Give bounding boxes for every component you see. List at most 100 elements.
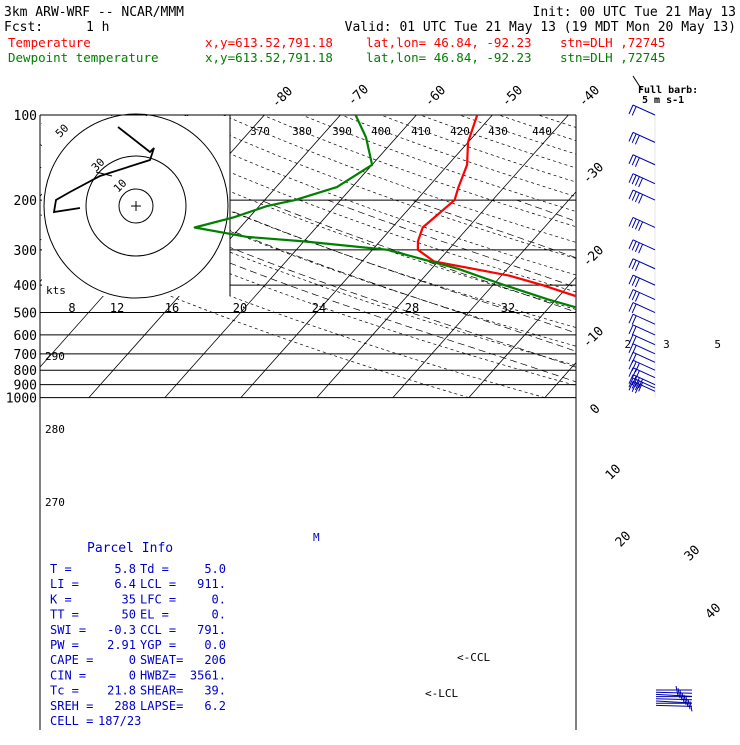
wind-barb-feather (639, 178, 643, 187)
parcel-info-label: HWBZ= (140, 668, 176, 682)
theta-e-label: 270 (45, 496, 65, 509)
wind-barb-feather (635, 193, 639, 202)
wind-barb-feather (632, 219, 636, 228)
dry-adiabat (381, 115, 740, 398)
isotherm-label: -60 (422, 83, 449, 110)
pressure-tick-label: 200 (14, 194, 37, 209)
wind-barb-feather (629, 314, 633, 323)
wind-barb-feather (632, 291, 636, 300)
theta-label: 380 (292, 125, 312, 138)
hodograph-speed-label: 28 (405, 301, 419, 315)
wind-barb (629, 290, 655, 302)
parcel-info-title: Parcel Info (87, 541, 173, 556)
wind-barb-feather (639, 194, 643, 203)
temperature-line (418, 115, 740, 390)
parcel-info-value: -0.3 (107, 623, 136, 637)
parcel-info-value: 0 (129, 668, 136, 682)
mixing-ratio-label: 3 (663, 338, 670, 351)
pressure-tick-label: 600 (14, 329, 37, 344)
pressure-tick-label: 100 (14, 109, 37, 124)
wind-barb (629, 217, 655, 230)
wind-barb (629, 335, 655, 345)
isotherm-line (393, 115, 645, 398)
wind-barb-feather (635, 278, 639, 287)
ccl-annotation: <-CCL (457, 651, 490, 664)
mixing-ratio-line (672, 335, 677, 398)
dry-adiabat (184, 115, 740, 398)
legend-dewpoint-stn: stn=DLH ,72745 (560, 50, 665, 65)
hodograph-speed-label: 16 (165, 301, 179, 315)
legend-dewpoint-name: Dewpoint temperature (8, 50, 159, 65)
wind-barb (629, 325, 655, 335)
fcst-label: Fcst: (4, 20, 43, 35)
wind-barb-feather (632, 175, 636, 184)
wind-barb-feather (629, 190, 633, 199)
parcel-info-value: 288 (114, 699, 136, 713)
parcel-info-label: T = (50, 562, 72, 576)
surface-barb-feather (676, 686, 678, 696)
surface-barb-feather (688, 699, 690, 709)
moist-adiabat (517, 200, 740, 398)
isotherm-label: -20 (580, 243, 607, 270)
parcel-info-value: 5.0 (204, 562, 226, 576)
parcel-info-value: 3561. (190, 668, 226, 682)
wind-barb (629, 303, 655, 313)
pressure-tick-label: 400 (14, 279, 37, 294)
dry-adiabat (302, 115, 740, 398)
parcel-info-value: 2.91 (107, 638, 136, 652)
parcel-info-value: 0.0 (204, 638, 226, 652)
parcel-info-label: EL = (140, 608, 169, 622)
m-marker: M (313, 531, 320, 544)
wind-barb-feather (639, 222, 643, 231)
dry-adiabat (223, 115, 740, 398)
fcst-value: 1 h (86, 20, 109, 35)
isotherm-line (317, 115, 569, 398)
hodograph-speed-label: 20 (233, 301, 247, 315)
wind-barb-feather (629, 217, 633, 226)
isotherm-label: -30 (580, 160, 607, 187)
barb-legend-line2: 5 m s-1 (642, 95, 684, 106)
theta-e-label: 290 (45, 350, 65, 363)
parcel-info-value: 206 (204, 653, 226, 667)
wind-barb-feather (632, 326, 636, 335)
parcel-info-value: 911. (197, 577, 226, 591)
mixing-ratio-label: 5 (714, 338, 721, 351)
isotherm-label: -40 (576, 83, 603, 110)
parcel-info-value: 187/23 (98, 714, 141, 728)
wind-barb-feather (639, 244, 643, 253)
wind-barb-feather (632, 316, 636, 325)
pressure-tick-label: 700 (14, 348, 37, 363)
pressure-tick-label: 1000 (6, 392, 37, 407)
wind-barb-feather (635, 177, 639, 186)
isotherm-label: 30 (682, 543, 704, 565)
wind-barb (629, 344, 655, 354)
wind-barb-feather (629, 325, 633, 334)
wind-barb (629, 105, 655, 115)
surface-barb (656, 692, 692, 693)
parcel-info-value: 39. (204, 684, 226, 698)
parcel-info-value: 21.8 (107, 684, 136, 698)
surface-barb (656, 705, 692, 706)
hodograph-speed-label: 8 (68, 301, 75, 315)
parcel-info-label: K = (50, 592, 72, 606)
wind-barb-feather (629, 290, 633, 299)
wind-barb-feather (632, 134, 636, 143)
mixing-ratio-line (725, 335, 727, 398)
hodograph-speed-label: 24 (312, 301, 326, 315)
parcel-info-label: LCL = (140, 577, 176, 591)
model-title: 3km ARW-WRF -- NCAR/MMM (4, 5, 184, 20)
parcel-info-label: SWEAT= (140, 653, 183, 667)
parcel-info-label: PW = (50, 638, 79, 652)
parcel-info-label: Tc = (50, 684, 79, 698)
moist-adiabat (159, 200, 697, 398)
parcel-info-value: 0. (212, 592, 226, 606)
hodograph-speed-label: 32 (501, 301, 515, 315)
moist-adiabat (205, 200, 735, 398)
theta-e-label: 280 (45, 423, 65, 436)
wind-barb-feather (629, 303, 633, 312)
parcel-info-value: 50 (122, 608, 136, 622)
